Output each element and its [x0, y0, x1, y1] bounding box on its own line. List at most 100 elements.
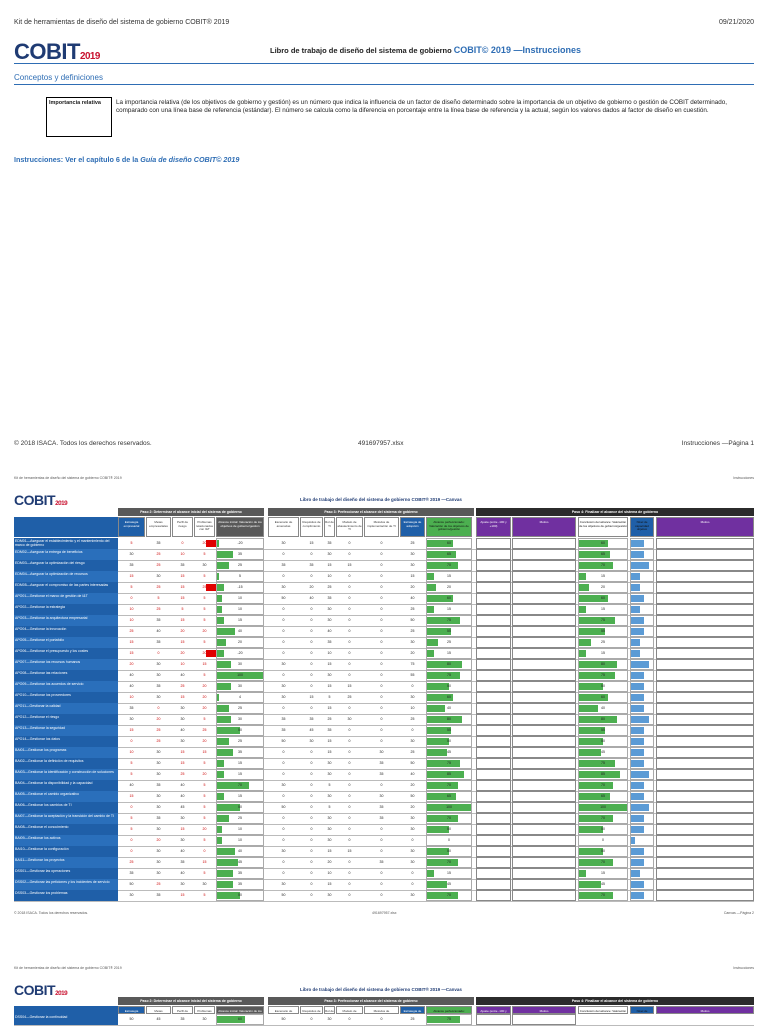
adjustment-input[interactable] [476, 626, 511, 637]
reason-input[interactable] [512, 758, 576, 769]
reason-input[interactable] [512, 692, 576, 703]
adjustment-input[interactable] [476, 659, 511, 670]
adjustment-input[interactable] [476, 615, 511, 626]
reason-input[interactable] [512, 857, 576, 868]
reason-input[interactable] [512, 538, 576, 549]
adjustment-input[interactable] [476, 791, 511, 802]
capability-reason-input[interactable] [656, 637, 754, 648]
reason-input[interactable] [512, 868, 576, 879]
adjustment-input[interactable] [476, 549, 511, 560]
capability-reason-input[interactable] [656, 736, 754, 747]
capability-reason-input[interactable] [656, 692, 754, 703]
capability-reason-input[interactable] [656, 802, 754, 813]
reason-input[interactable] [512, 890, 576, 901]
reason-input[interactable] [512, 560, 576, 571]
capability-reason-input[interactable] [656, 571, 754, 582]
reason-input[interactable] [512, 714, 576, 725]
capability-reason-input[interactable] [656, 846, 754, 857]
reason-input[interactable] [512, 769, 576, 780]
adjustment-input[interactable] [476, 868, 511, 879]
reason-input[interactable] [512, 659, 576, 670]
adjustment-input[interactable] [476, 670, 511, 681]
capability-reason-input[interactable] [656, 780, 754, 791]
reason-input[interactable] [512, 824, 576, 835]
reason-input[interactable] [512, 648, 576, 659]
capability-reason-input[interactable] [656, 582, 754, 593]
capability-reason-input[interactable] [656, 824, 754, 835]
adjustment-input[interactable] [476, 714, 511, 725]
capability-reason-input[interactable] [656, 879, 754, 890]
reason-input[interactable] [512, 670, 576, 681]
adjustment-input[interactable] [476, 747, 511, 758]
adjustment-input[interactable] [476, 813, 511, 824]
reason-input[interactable] [512, 835, 576, 846]
capability-reason-input[interactable] [656, 538, 754, 549]
capability-reason-input[interactable] [656, 681, 754, 692]
capability-reason-input[interactable] [656, 659, 754, 670]
capability-reason-input[interactable] [656, 857, 754, 868]
reason-input[interactable] [512, 1014, 576, 1025]
adjustment-input[interactable] [476, 703, 511, 714]
reason-input[interactable] [512, 571, 576, 582]
adjustment-input[interactable] [476, 890, 511, 901]
capability-reason-input[interactable] [656, 604, 754, 615]
adjustment-input[interactable] [476, 802, 511, 813]
adjustment-input[interactable] [476, 725, 511, 736]
reason-input[interactable] [512, 615, 576, 626]
capability-reason-input[interactable] [656, 714, 754, 725]
adjustment-input[interactable] [476, 681, 511, 692]
adjustment-input[interactable] [476, 560, 511, 571]
adjustment-input[interactable] [476, 846, 511, 857]
capability-reason-input[interactable] [656, 703, 754, 714]
capability-reason-input[interactable] [656, 835, 754, 846]
reason-input[interactable] [512, 604, 576, 615]
reason-input[interactable] [512, 626, 576, 637]
reason-input[interactable] [512, 703, 576, 714]
capability-reason-input[interactable] [656, 791, 754, 802]
adjustment-input[interactable] [476, 857, 511, 868]
reason-input[interactable] [512, 879, 576, 890]
capability-reason-input[interactable] [656, 560, 754, 571]
capability-reason-input[interactable] [656, 868, 754, 879]
adjustment-input[interactable] [476, 780, 511, 791]
adjustment-input[interactable] [476, 582, 511, 593]
capability-reason-input[interactable] [656, 549, 754, 560]
capability-reason-input[interactable] [656, 725, 754, 736]
adjustment-input[interactable] [476, 604, 511, 615]
capability-reason-input[interactable] [656, 758, 754, 769]
reason-input[interactable] [512, 846, 576, 857]
capability-reason-input[interactable] [656, 769, 754, 780]
adjustment-input[interactable] [476, 692, 511, 703]
reason-input[interactable] [512, 813, 576, 824]
adjustment-input[interactable] [476, 824, 511, 835]
capability-reason-input[interactable] [656, 615, 754, 626]
reason-input[interactable] [512, 791, 576, 802]
reason-input[interactable] [512, 637, 576, 648]
adjustment-input[interactable] [476, 879, 511, 890]
adjustment-input[interactable] [476, 1014, 511, 1025]
capability-reason-input[interactable] [656, 813, 754, 824]
reason-input[interactable] [512, 802, 576, 813]
adjustment-input[interactable] [476, 637, 511, 648]
adjustment-input[interactable] [476, 648, 511, 659]
reason-input[interactable] [512, 549, 576, 560]
capability-reason-input[interactable] [656, 648, 754, 659]
capability-reason-input[interactable] [656, 670, 754, 681]
adjustment-input[interactable] [476, 571, 511, 582]
capability-reason-input[interactable] [656, 593, 754, 604]
adjustment-input[interactable] [476, 835, 511, 846]
adjustment-input[interactable] [476, 736, 511, 747]
reason-input[interactable] [512, 736, 576, 747]
reason-input[interactable] [512, 593, 576, 604]
adjustment-input[interactable] [476, 769, 511, 780]
adjustment-input[interactable] [476, 758, 511, 769]
reason-input[interactable] [512, 681, 576, 692]
reason-input[interactable] [512, 582, 576, 593]
adjustment-input[interactable] [476, 593, 511, 604]
reason-input[interactable] [512, 725, 576, 736]
capability-reason-input[interactable] [656, 890, 754, 901]
reason-input[interactable] [512, 780, 576, 791]
adjustment-input[interactable] [476, 538, 511, 549]
capability-reason-input[interactable] [656, 747, 754, 758]
reason-input[interactable] [512, 747, 576, 758]
